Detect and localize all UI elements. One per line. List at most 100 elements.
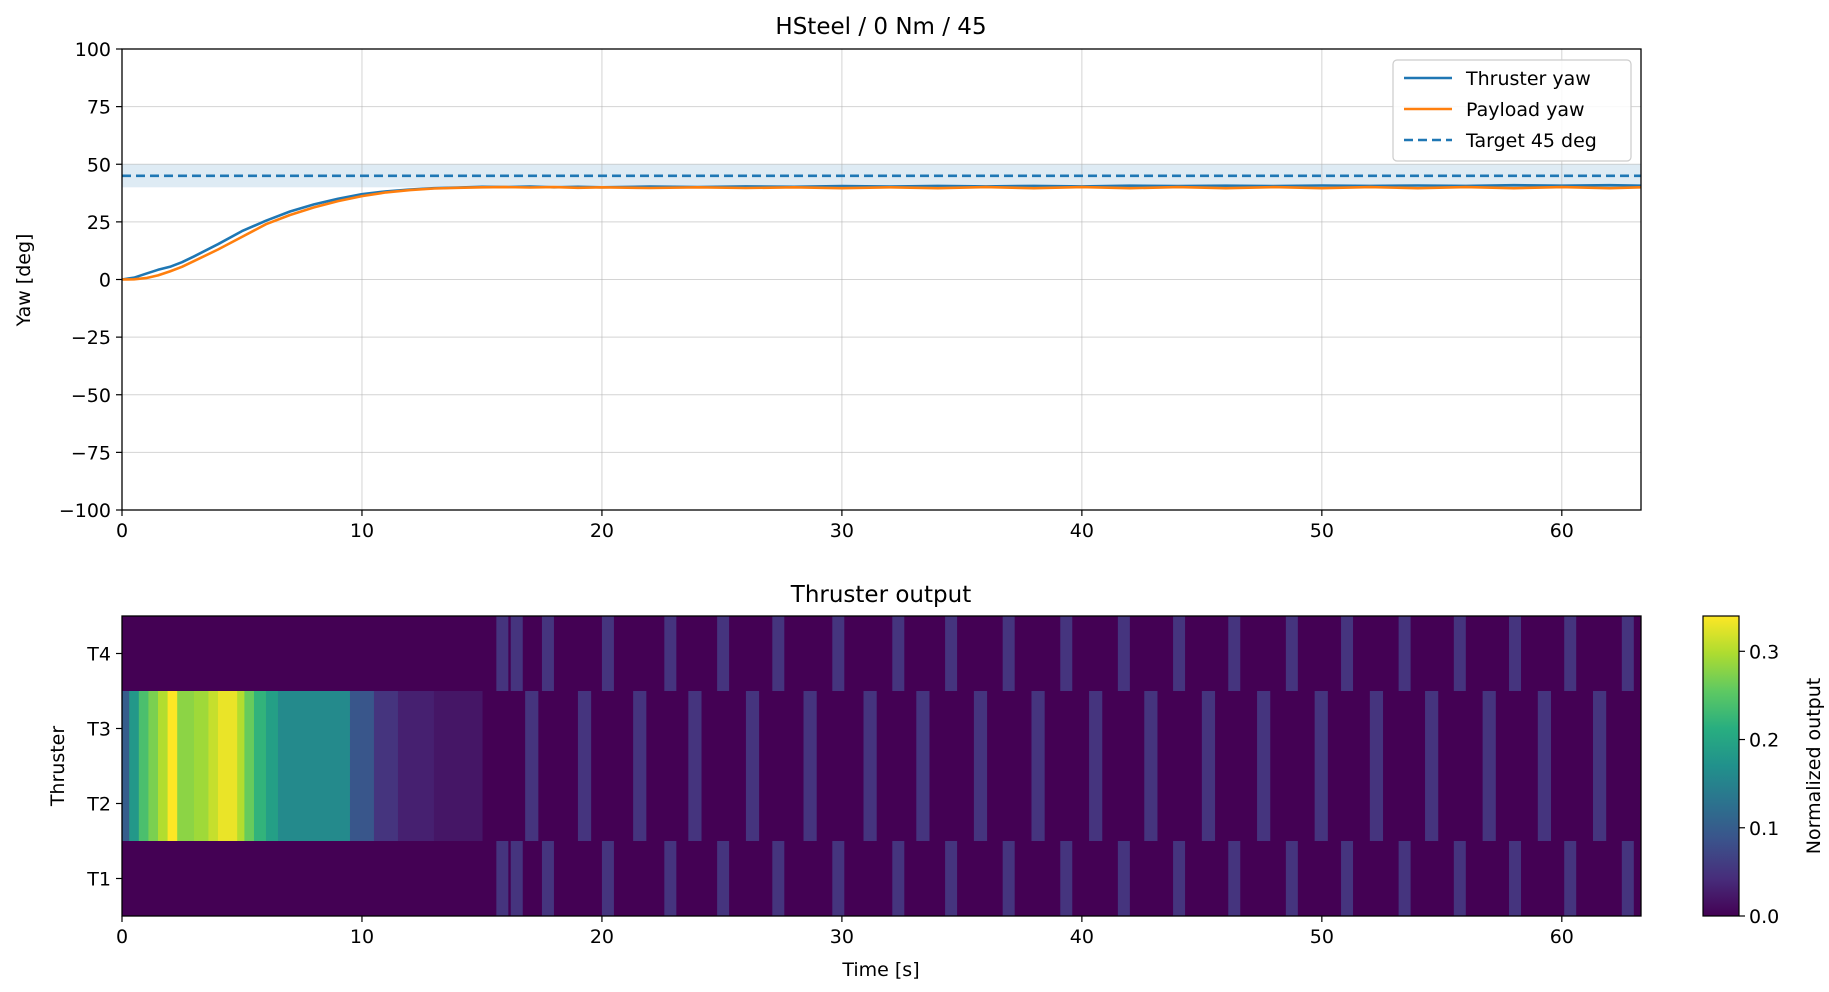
top-xtick-label-0: 0 [116,520,128,542]
top-ytick-label-8: −100 [59,500,111,522]
legend-label-payload-yaw: Payload yaw [1466,99,1585,121]
heatmap-pulse-t1-15 [1285,841,1298,916]
colorbar-ticks: 0.0 0.1 0.2 0.3 [1739,641,1779,928]
heatmap-pulse-t1-18 [1453,841,1466,916]
heatmap-pulse-t1-4 [664,841,677,916]
heatmap-pulse-t2t3-6 [863,691,877,841]
heatmap-pulse-t2t3-17 [1482,691,1496,841]
heatmap-cell-t2t3-11 [244,691,255,841]
top-ytick-label-0: 100 [75,39,111,61]
top-ytick-label-5: −25 [71,327,111,349]
top-y-ticks: 100 75 50 25 0 −25 −50 −75 −100 [59,39,122,522]
heatmap-pulse-t1-13 [1173,841,1186,916]
heatmap-cell-t2t3-12 [253,691,267,841]
bottom-y-axis-label: Thruster [47,726,69,808]
bottom-xtick-label-3: 30 [830,926,854,948]
heatmap-pulse-t2t3-11 [1144,691,1158,841]
bottom-xtick-label-5: 50 [1310,926,1334,948]
heatmap-cell-t2t3-8 [208,691,219,841]
top-xtick-label-4: 40 [1070,520,1094,542]
heatmap-pulse-t2t3-9 [1031,691,1045,841]
heatmap-pulse-t4-13 [1173,616,1186,691]
colorbar-tick-label-2: 0.2 [1749,730,1779,752]
heatmap-pulse-t4-16 [1341,616,1354,691]
heatmap-pulse-t4-9 [945,616,958,691]
heatmap-pulse-t1-19 [1509,841,1522,916]
heatmap-pulse-t1-12 [1117,841,1130,916]
bottom-x-ticks: 0 10 20 30 40 50 60 [116,916,1574,948]
legend-box [1392,59,1632,162]
heatmap-pulse-t4-15 [1285,616,1298,691]
heatmap-cell-t2t3-2 [138,691,149,841]
top-series-group [121,174,1642,281]
yaw-line-chart: HSteel / 0 Nm / 45 0 10 20 30 40 50 60 100 75 50… [13,14,1642,542]
heatmap-cells [122,616,1641,916]
top-y-axis-label: Yaw [deg] [13,234,35,328]
heatmap-pulse-t2t3-0 [525,691,539,841]
heatmap-pulse-t4-20 [1564,616,1577,691]
heatmap-cell-t2t3-15 [349,691,375,841]
heatmap-cell-t2t3-9 [217,691,238,841]
heatmap-pulse-t4-19 [1509,616,1522,691]
top-ytick-label-6: −50 [71,385,111,407]
top-xtick-label-5: 50 [1310,520,1334,542]
heatmap-cell-t2t3-4 [157,691,169,841]
heatmap-cell-t2t3-1 [129,691,140,841]
heatmap-pulse-t4-7 [832,616,845,691]
heatmap-pulse-t1-6 [772,841,785,916]
bottom-ytick-label-3: T1 [86,869,111,891]
legend: Thruster yaw Payload yaw Target 45 deg [1392,59,1632,162]
heatmap-pulse-t4-2 [541,616,554,691]
heatmap-cell-t2t3-6 [177,691,195,841]
heatmap-cell-t2t3-7 [193,691,209,841]
heatmap-cell-t2t3-0 [122,691,130,841]
heatmap-pulse-t2t3-7 [916,691,930,841]
colorbar-tick-label-1: 0.1 [1749,818,1779,840]
top-ytick-label-1: 75 [87,97,111,119]
bottom-y-ticks: T4 T3 T2 T1 [86,644,122,891]
top-x-ticks: 0 10 20 30 40 50 60 [116,510,1574,542]
heatmap-pulse-t4-17 [1398,616,1411,691]
heatmap-pulse-t4-3 [601,616,614,691]
heatmap-cell-t2t3-17 [397,691,435,841]
heatmap-pulse-t4-4 [664,616,677,691]
heatmap-pulse-t4-12 [1117,616,1130,691]
heatmap-pulse-t1-8 [892,841,905,916]
bottom-axes-frame [121,615,1642,917]
heatmap-pulse-t2t3-10 [1089,691,1103,841]
top-ytick-label-2: 50 [87,154,111,176]
heatmap-pulse-t2t3-18 [1537,691,1552,841]
heatmap-pulse-t2t3-5 [803,691,817,841]
colorbar-tick-label-3: 0.3 [1749,641,1779,663]
heatmap-pulse-t1-0 [496,841,509,916]
heatmap-cell-t2t3-16 [373,691,399,841]
heatmap-pulse-t1-9 [945,841,958,916]
bottom-ytick-label-0: T4 [86,644,111,666]
heatmap-pulse-t1-7 [832,841,845,916]
heatmap-pulse-t2t3-4 [745,691,760,841]
top-xtick-label-6: 60 [1550,520,1574,542]
heatmap-pulse-t4-0 [496,616,509,691]
top-chart-title: HSteel / 0 Nm / 45 [775,14,986,40]
heatmap-pulse-t1-17 [1398,841,1411,916]
bottom-xtick-label-2: 20 [590,926,614,948]
heatmap-pulse-t1-10 [1002,841,1015,916]
heatmap-pulse-t4-6 [772,616,785,691]
colorbar-gradient [1702,615,1740,917]
heatmap-pulse-t2t3-14 [1314,691,1328,841]
heatmap-pulse-t1-16 [1341,841,1354,916]
heatmap-pulse-t1-1 [510,841,523,916]
heatmap-cell-t2t3-10 [237,691,245,841]
heatmap-cell-t2t3-14 [277,691,351,841]
heatmap-pulse-t2t3-19 [1593,691,1607,841]
top-ytick-label-3: 25 [87,212,111,234]
top-ytick-label-7: −75 [71,442,111,464]
series-line-1 [121,185,1642,281]
top-xtick-label-3: 30 [830,520,854,542]
heatmap-pulse-t2t3-8 [973,691,988,841]
bottom-chart-title: Thruster output [790,582,971,608]
heatmap-pulse-t1-21 [1621,841,1634,916]
heatmap-cell-t2t3-13 [265,691,279,841]
heatmap-pulse-t4-11 [1060,616,1073,691]
